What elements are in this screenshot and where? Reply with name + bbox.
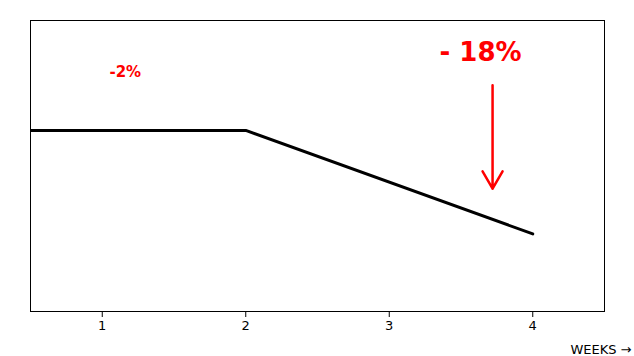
svg-text:3: 3 (385, 318, 393, 333)
svg-text:4: 4 (529, 318, 537, 333)
svg-text:2: 2 (242, 318, 250, 333)
svg-text:-2%: -2% (109, 63, 141, 81)
svg-text:1: 1 (98, 318, 106, 333)
svg-text:WEEKS →: WEEKS → (570, 342, 631, 356)
svg-text:- 18%: - 18% (439, 37, 521, 67)
